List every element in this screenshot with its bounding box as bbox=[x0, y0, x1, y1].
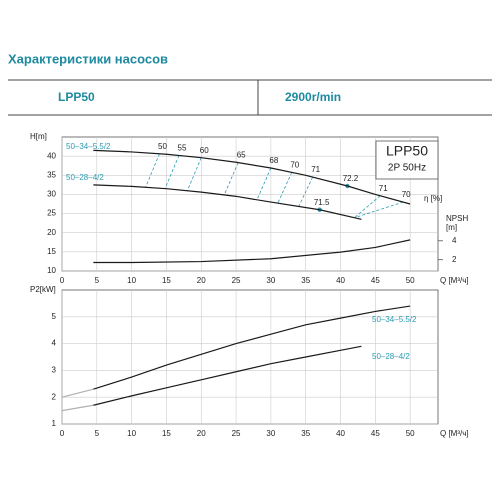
curve-label: 50–28–4/2 bbox=[372, 352, 410, 361]
x-tick-label: 40 bbox=[336, 429, 345, 438]
efficiency-line bbox=[354, 195, 381, 219]
model-cell: LPP50 bbox=[58, 90, 95, 104]
curve bbox=[93, 305, 411, 390]
x-tick-label: 20 bbox=[197, 429, 206, 438]
x-tick-label: 5 bbox=[95, 276, 100, 285]
eta-axis-label: η [%] bbox=[424, 194, 442, 203]
x-axis-label: Q [M³/ч] bbox=[440, 276, 469, 285]
y2-tick-label: 2 bbox=[452, 255, 457, 264]
y-tick-label: 4 bbox=[52, 339, 57, 348]
x-tick-label: 45 bbox=[371, 276, 380, 285]
efficiency-line bbox=[145, 153, 160, 188]
efficiency-label: 70 bbox=[290, 160, 299, 169]
y-tick-label: 25 bbox=[47, 209, 56, 218]
y-tick-label: 1 bbox=[52, 419, 57, 428]
y2-axis-label: NPSH bbox=[446, 214, 468, 223]
y-tick-label: 30 bbox=[47, 190, 56, 199]
efficiency-label: 68 bbox=[269, 156, 278, 165]
y-tick-label: 2 bbox=[52, 392, 57, 401]
curve bbox=[61, 388, 94, 398]
curve bbox=[93, 345, 362, 406]
x-tick-label: 25 bbox=[232, 429, 241, 438]
speed-cell: 2900r/min bbox=[285, 90, 341, 104]
x-tick-label: 45 bbox=[371, 429, 380, 438]
curve-label: 50–28–4/2 bbox=[66, 173, 104, 182]
efficiency-line bbox=[354, 201, 404, 219]
x-tick-label: 50 bbox=[406, 429, 415, 438]
y-tick-label: 3 bbox=[52, 366, 57, 375]
page-title: Характеристики насосов bbox=[8, 51, 168, 66]
y2-tick-label: 4 bbox=[452, 236, 457, 245]
efficiency-line bbox=[277, 172, 293, 204]
x-tick-label: 30 bbox=[266, 429, 275, 438]
x-tick-label: 15 bbox=[162, 429, 171, 438]
efficiency-line bbox=[223, 162, 239, 196]
y-tick-label: 35 bbox=[47, 170, 56, 179]
efficiency-label: 60 bbox=[200, 146, 209, 155]
legend-title: LPP50 bbox=[386, 143, 428, 159]
x-axis-label: Q [M³/ч] bbox=[440, 429, 469, 438]
legend-box bbox=[375, 140, 439, 180]
x-tick-label: 0 bbox=[60, 429, 65, 438]
x-tick-label: 25 bbox=[232, 276, 241, 285]
y-tick-label: 15 bbox=[47, 247, 56, 256]
y2-axis-label: [m] bbox=[446, 223, 457, 232]
x-tick-label: 10 bbox=[127, 276, 136, 285]
y-tick-label: 10 bbox=[47, 266, 56, 275]
efficiency-line bbox=[164, 155, 180, 189]
x-tick-label: 40 bbox=[336, 276, 345, 285]
y-axis-label: H[m] bbox=[30, 132, 47, 141]
x-tick-label: 10 bbox=[127, 429, 136, 438]
efficiency-label: 65 bbox=[237, 151, 246, 160]
x-tick-label: 35 bbox=[301, 429, 310, 438]
curve-label: 50–34–5.5/2 bbox=[66, 142, 111, 151]
x-tick-label: 35 bbox=[301, 276, 310, 285]
x-tick-label: 20 bbox=[197, 276, 206, 285]
curve bbox=[93, 149, 411, 205]
curve bbox=[93, 184, 362, 220]
efficiency-label: 71.5 bbox=[314, 198, 330, 207]
x-tick-label: 30 bbox=[266, 276, 275, 285]
x-tick-label: 5 bbox=[95, 429, 100, 438]
curve-label: 50–34–5.5/2 bbox=[372, 315, 417, 324]
x-tick-label: 0 bbox=[60, 276, 65, 285]
y-tick-label: 20 bbox=[47, 228, 56, 237]
y-tick-label: 5 bbox=[52, 312, 57, 321]
legend-subtitle: 2P 50Hz bbox=[388, 163, 426, 174]
efficiency-label: 71 bbox=[379, 184, 388, 193]
curve bbox=[93, 239, 411, 264]
x-tick-label: 15 bbox=[162, 276, 171, 285]
efficiency-line bbox=[298, 176, 314, 207]
curve bbox=[61, 404, 94, 412]
y-tick-label: 40 bbox=[47, 151, 56, 160]
efficiency-line bbox=[186, 157, 202, 191]
efficiency-line bbox=[256, 167, 272, 200]
efficiency-label: 70 bbox=[402, 190, 411, 199]
x-tick-label: 50 bbox=[406, 276, 415, 285]
efficiency-label: 71 bbox=[311, 165, 320, 174]
efficiency-label: 55 bbox=[178, 144, 187, 153]
y-axis-label: P2[kW] bbox=[30, 285, 56, 294]
efficiency-label: 50 bbox=[158, 142, 167, 151]
efficiency-label: 72.2 bbox=[343, 174, 359, 183]
